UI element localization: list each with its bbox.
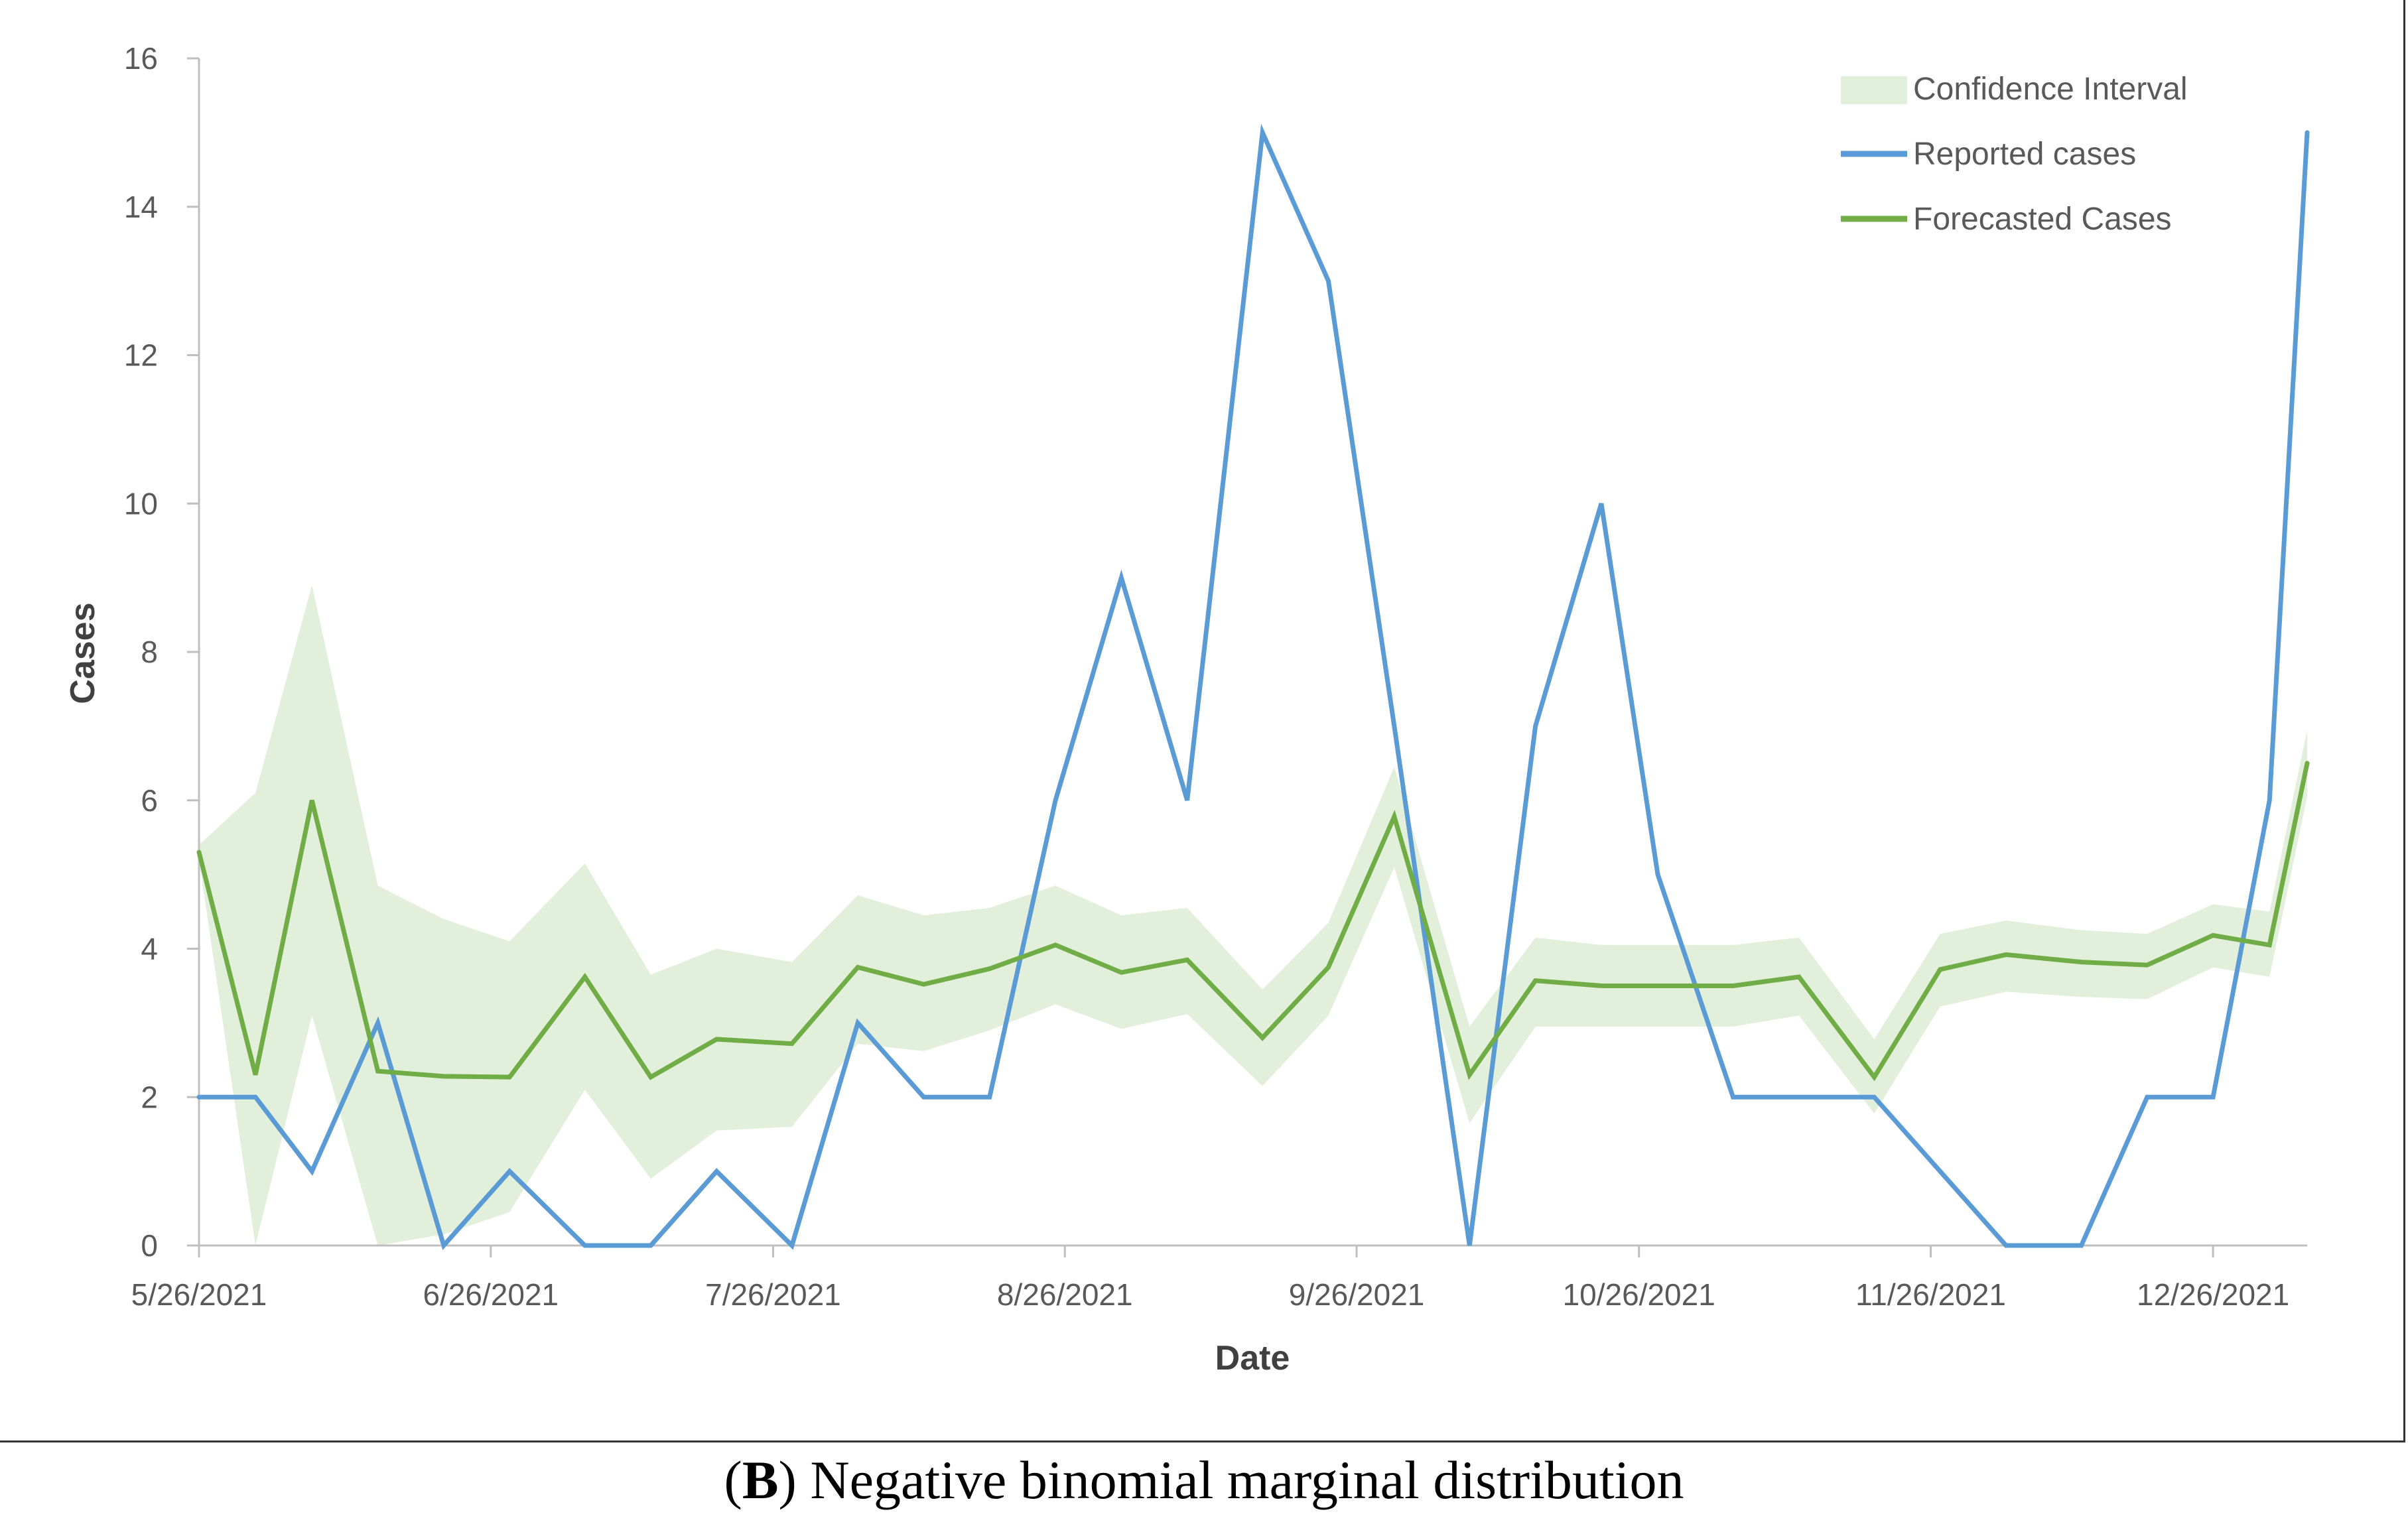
x-tick-label: 12/26/2021 [2137,1277,2289,1312]
figure-caption: (B) Negative binomial marginal distribut… [0,1449,2408,1511]
caption-open-paren: ( [724,1450,742,1510]
x-tick-label: 5/26/2021 [131,1277,267,1312]
x-axis-title: Date [1215,1339,1290,1377]
line-chart: 0 2 4 6 8 10 12 14 16 5/26/2021 6/26/2021 7/26/202… [64,41,2310,1377]
y-tick-label: 6 [141,783,158,818]
legend: Confidence Interval Reported cases Forec… [1841,72,2188,237]
axes [187,57,2307,1257]
legend-label-confidence-interval: Confidence Interval [1913,72,2188,107]
legend-swatch-confidence-interval [1841,76,1907,104]
series-lines [196,123,2310,1251]
x-tick-label: 10/26/2021 [1563,1277,1715,1312]
y-tick-label: 4 [141,932,158,966]
y-tick-labels: 0 2 4 6 8 10 12 14 16 [124,41,158,1263]
y-tick-label: 10 [124,486,158,521]
confidence-interval-layer [199,585,2307,1245]
confidence-interval-band [199,585,2307,1245]
x-tick-label: 6/26/2021 [423,1277,559,1312]
y-tick-label: 16 [124,41,158,76]
x-tick-label: 9/26/2021 [1289,1277,1425,1312]
y-tick-label: 0 [141,1228,158,1263]
series-line-reported-cases [196,123,2310,1251]
caption-letter: B [742,1450,779,1510]
y-tick-label: 2 [141,1080,158,1114]
legend-label-forecasted-cases: Forecasted Cases [1913,202,2172,237]
x-tick-label: 8/26/2021 [997,1277,1133,1312]
chart-frame: 0 2 4 6 8 10 12 14 16 5/26/2021 6/26/2021 7/26/202… [0,0,2405,1442]
caption-close-paren: ) [778,1450,797,1510]
x-tick-label: 7/26/2021 [705,1277,841,1312]
y-tick-label: 8 [141,635,158,669]
x-tick-label: 11/26/2021 [1855,1277,2006,1312]
caption-text: Negative binomial marginal distribution [796,1450,1684,1510]
x-tick-labels: 5/26/2021 6/26/2021 7/26/2021 8/26/2021 9/26… [131,1277,2290,1312]
series-line-forecasted-cases [196,761,2310,1082]
y-axis-title: Cases [64,602,102,704]
y-tick-label: 12 [124,338,158,373]
legend-label-reported-cases: Reported cases [1913,137,2136,172]
y-tick-label: 14 [124,190,158,224]
